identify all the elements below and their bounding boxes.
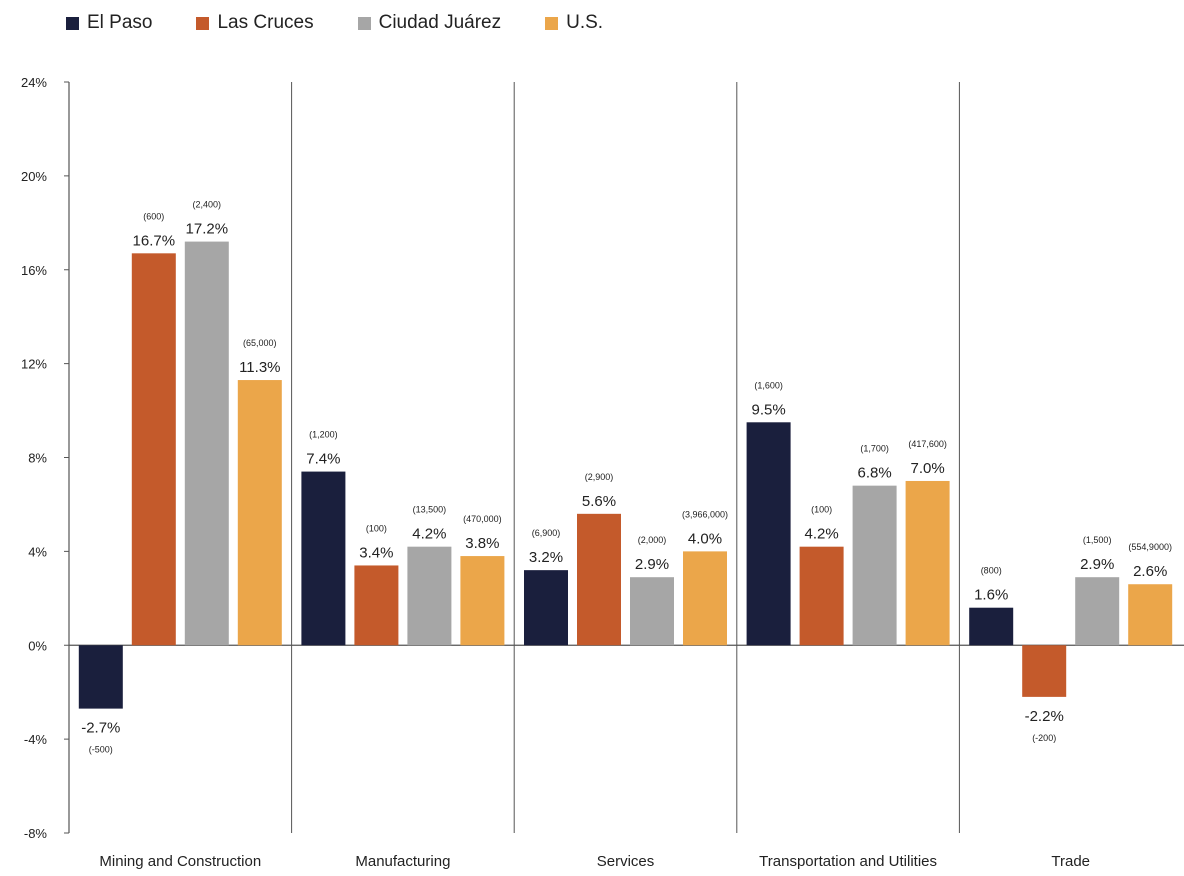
data-count-label: (1,500) (1083, 535, 1112, 545)
data-count-label: (13,500) (413, 505, 447, 515)
legend-swatch (545, 16, 559, 30)
data-label: -2.7% (81, 720, 120, 737)
bar (630, 577, 674, 646)
legend-swatch (66, 16, 79, 30)
data-count-label: (470,000) (463, 514, 502, 524)
bar (354, 565, 399, 646)
y-tick-label: -8% (24, 826, 48, 841)
bar (969, 607, 1014, 646)
legend-swatch (357, 16, 371, 30)
data-count-label: (600) (143, 211, 164, 221)
data-count-label: (2,000) (638, 535, 667, 545)
bar (524, 570, 568, 646)
data-count-label: (65,000) (243, 338, 277, 348)
bar (131, 253, 176, 646)
data-label: 16.7% (133, 232, 176, 249)
data-count-label: (1,200) (309, 430, 338, 440)
x-category-label: Mining and Construction (99, 853, 261, 870)
data-label: 2.9% (1080, 556, 1114, 573)
data-label: 3.8% (465, 535, 499, 552)
bar (799, 546, 844, 646)
data-label: 6.8% (857, 465, 891, 482)
bar (460, 556, 505, 646)
data-label: -2.2% (1025, 708, 1064, 725)
legend-label: El Paso (87, 12, 153, 33)
data-label: 17.2% (186, 221, 229, 238)
bar (852, 485, 897, 646)
bar (1022, 645, 1067, 697)
data-count-label: (6,900) (532, 528, 561, 538)
bar (407, 546, 452, 646)
y-tick-label: -4% (24, 732, 48, 747)
bar (78, 645, 123, 709)
x-category-label: Trade (1051, 853, 1090, 870)
bar (184, 241, 229, 646)
x-category-label: Transportation and Utilities (759, 853, 937, 870)
bar (1075, 577, 1120, 646)
legend-label: Ciudad Juárez (378, 12, 502, 33)
data-count-label: (417,600) (908, 439, 947, 449)
bar (746, 422, 791, 646)
data-count-label: (100) (366, 523, 387, 533)
data-label: 4.2% (804, 526, 838, 543)
data-label: 2.9% (635, 556, 669, 573)
bar (301, 471, 346, 646)
data-label: 3.2% (529, 549, 563, 566)
y-tick-label: 16% (21, 263, 47, 278)
legend-label: Las Cruces (217, 12, 314, 33)
y-tick-label: 0% (28, 638, 47, 653)
data-label: 1.6% (974, 587, 1008, 604)
legend-item: Ciudad Juárez (357, 12, 502, 34)
legend-item: Las Cruces (196, 12, 314, 34)
bar (1128, 584, 1173, 646)
legend-item: El Paso (66, 12, 152, 34)
data-label: 7.4% (306, 451, 340, 468)
y-tick-label: 8% (28, 451, 47, 466)
x-category-label: Manufacturing (355, 853, 450, 870)
legend-label: U.S. (566, 12, 604, 33)
data-label: 2.6% (1133, 563, 1167, 580)
data-label: 9.5% (751, 401, 785, 418)
data-label: 4.0% (688, 530, 722, 547)
data-label: 7.0% (910, 460, 944, 477)
data-count-label: (1,700) (860, 444, 889, 454)
legend-item: U.S. (545, 12, 603, 34)
data-label: 3.4% (359, 544, 393, 561)
data-count-label: (800) (981, 566, 1002, 576)
y-tick-label: 12% (21, 357, 47, 372)
data-count-label: (100) (811, 505, 832, 515)
x-category-label: Services (597, 853, 655, 870)
y-tick-label: 4% (28, 544, 47, 559)
data-label: 5.6% (582, 493, 616, 510)
legend-swatch (196, 16, 210, 30)
data-label: 4.2% (412, 526, 446, 543)
y-tick-label: 24% (21, 75, 47, 90)
bar (577, 513, 621, 646)
legend: El Paso Las Cruces Ciudad Juárez U.S. (66, 10, 647, 36)
bar (237, 380, 282, 646)
data-count-label: (554,9000) (1128, 542, 1172, 552)
data-count-label: (-500) (89, 745, 113, 755)
data-count-label: (-200) (1032, 733, 1056, 743)
data-count-label: (3,966,000) (682, 509, 728, 519)
y-tick-label: 20% (21, 169, 47, 184)
data-label: 11.3% (239, 359, 280, 376)
bar (683, 551, 727, 646)
data-count-label: (2,900) (585, 472, 614, 482)
data-count-label: (2,400) (193, 200, 222, 210)
data-count-label: (1,600) (754, 380, 783, 390)
bar (905, 480, 950, 646)
